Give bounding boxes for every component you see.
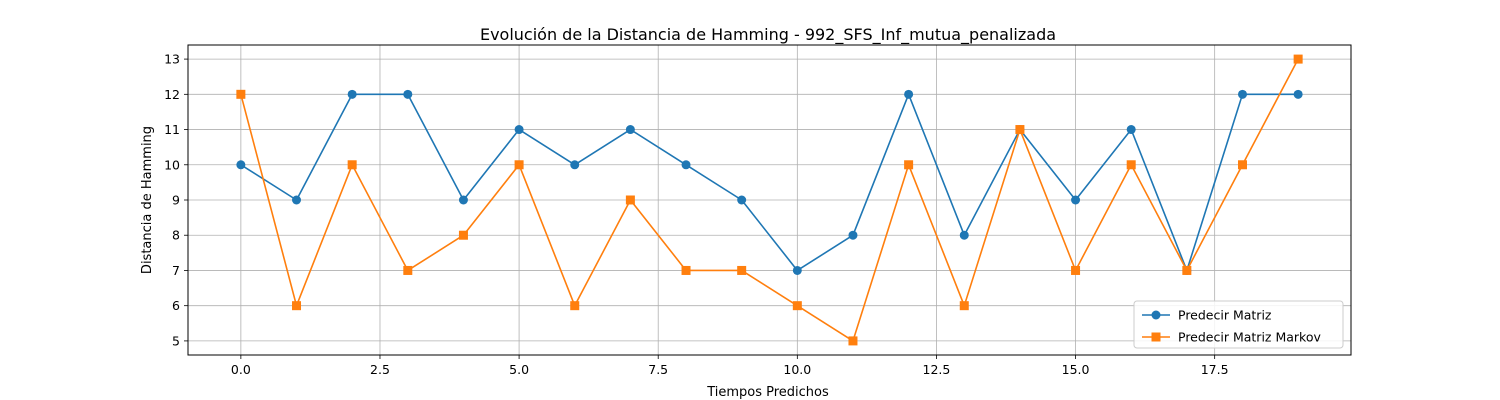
- series-2: [236, 54, 1303, 346]
- data-point: [904, 160, 914, 170]
- data-point: [737, 195, 747, 205]
- data-point: [1015, 125, 1025, 135]
- x-tick-label: 10.0: [783, 362, 811, 377]
- data-point: [458, 195, 468, 205]
- y-tick-label: 6: [172, 298, 180, 313]
- y-tick-label: 5: [172, 333, 180, 348]
- series-line: [240, 58, 1299, 342]
- legend-marker: [1151, 332, 1161, 342]
- data-point: [1126, 160, 1136, 170]
- data-point: [959, 301, 969, 311]
- y-tick-label: 7: [172, 263, 180, 278]
- y-tick-label: 12: [164, 87, 180, 102]
- legend: Predecir Matriz Predecir Matriz Markov: [1133, 300, 1344, 349]
- data-point: [236, 89, 246, 99]
- y-axis-label: Distancia de Hamming: [140, 126, 155, 274]
- x-tick-label: 2.5: [370, 362, 390, 377]
- chart-title: Evolución de la Distancia de Hamming - 9…: [480, 25, 1056, 45]
- data-point: [1293, 89, 1303, 99]
- x-tick-label: 7.5: [648, 362, 668, 377]
- data-point: [570, 301, 580, 311]
- y-tick-label: 10: [164, 157, 180, 172]
- data-point: [514, 125, 524, 135]
- data-point: [1237, 160, 1247, 170]
- data-point: [625, 195, 635, 205]
- data-point: [681, 265, 691, 275]
- data-point: [1237, 89, 1247, 99]
- data-point: [1126, 125, 1136, 135]
- data-point: [458, 230, 468, 240]
- x-tick-label: 0.0: [231, 362, 251, 377]
- data-point: [848, 230, 858, 240]
- data-point: [403, 265, 413, 275]
- data-point: [514, 160, 524, 170]
- data-point: [959, 230, 969, 240]
- legend-marker: [1151, 310, 1161, 320]
- x-tick-label: 5.0: [509, 362, 529, 377]
- legend-box: [1133, 300, 1344, 349]
- data-point: [292, 195, 302, 205]
- x-tick-label: 15.0: [1062, 362, 1090, 377]
- data-point: [1071, 195, 1081, 205]
- x-tick-label: 17.5: [1201, 362, 1229, 377]
- y-axis-ticks: 5 6 7 8 9 10 11 12 13: [164, 52, 188, 348]
- y-tick-label: 13: [164, 52, 180, 67]
- data-point: [848, 336, 858, 346]
- data-point: [737, 265, 747, 275]
- x-tick-label: 12.5: [923, 362, 951, 377]
- data-point: [904, 89, 914, 99]
- y-tick-label: 9: [172, 193, 180, 208]
- data-point: [1293, 54, 1303, 64]
- series-layer: [236, 54, 1303, 346]
- data-point: [1071, 265, 1081, 275]
- legend-label: Predecir Matriz: [1178, 308, 1272, 323]
- legend-label: Predecir Matriz Markov: [1178, 330, 1321, 345]
- x-axis-ticks: 0.0 2.5 5.0 7.5 10.0 12.5 15.0 17.5: [231, 355, 1229, 377]
- data-point: [347, 160, 357, 170]
- data-point: [570, 160, 580, 170]
- data-point: [792, 301, 802, 311]
- data-point: [403, 89, 413, 99]
- y-tick-label: 8: [172, 228, 180, 243]
- data-point: [625, 125, 635, 135]
- x-axis-label: Tiempos Predichos: [706, 385, 829, 400]
- data-point: [681, 160, 691, 170]
- y-tick-label: 11: [164, 122, 180, 137]
- data-point: [236, 160, 246, 170]
- data-point: [1182, 265, 1192, 275]
- data-point: [347, 89, 357, 99]
- series-line: [240, 93, 1299, 272]
- data-point: [292, 301, 302, 311]
- data-point: [792, 265, 802, 275]
